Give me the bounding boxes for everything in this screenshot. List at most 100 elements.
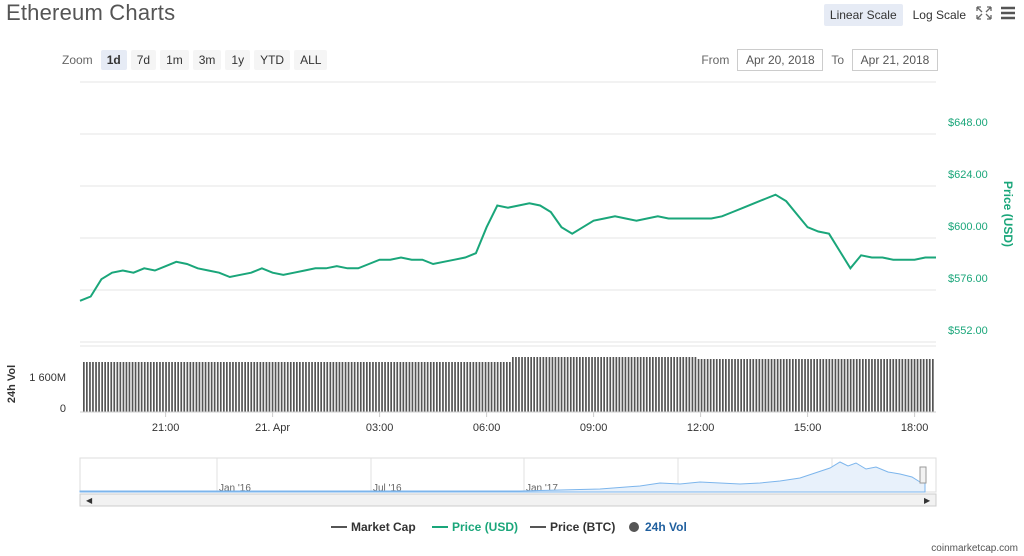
volume-bar <box>186 362 189 412</box>
zoom-1m-button[interactable]: 1m <box>160 50 189 70</box>
zoom-3m-button[interactable]: 3m <box>192 50 222 70</box>
legend-item-market-cap[interactable]: Market Cap <box>331 520 416 534</box>
volume-bar <box>694 357 697 412</box>
volume-bar <box>162 362 164 412</box>
volume-bar <box>265 362 268 412</box>
volume-bar <box>615 357 618 412</box>
volume-bar <box>180 362 183 412</box>
volume-bar <box>83 362 85 412</box>
price-tick-label: $600.00 <box>948 221 988 233</box>
scroll-right-icon[interactable]: ▶ <box>924 496 931 505</box>
volume-bar <box>606 357 609 412</box>
source-credit[interactable]: coinmarketcap.com <box>931 543 1018 554</box>
volume-bar <box>819 359 822 412</box>
volume-bar <box>855 359 858 412</box>
menu-icon[interactable] <box>1000 6 1016 25</box>
volume-bar <box>709 359 712 412</box>
volume-bar <box>764 359 767 412</box>
volume-bar <box>767 359 770 412</box>
volume-bar <box>499 362 502 412</box>
volume-bar <box>609 357 612 412</box>
top-icons <box>976 6 1016 25</box>
volume-bar <box>204 362 207 412</box>
volume-bar <box>761 359 764 412</box>
volume-bar <box>332 362 335 412</box>
volume-bar <box>667 357 669 412</box>
volume-bar <box>311 362 313 412</box>
volume-bar <box>140 362 143 412</box>
volume-bar <box>472 362 475 412</box>
volume-bars <box>80 345 936 413</box>
linear-scale-button[interactable]: Linear Scale <box>823 4 903 26</box>
zoom-1y-button[interactable]: 1y <box>225 50 251 70</box>
volume-bar <box>241 362 243 412</box>
volume-bar <box>302 362 304 412</box>
volume-bar <box>344 362 347 412</box>
volume-bar <box>560 357 563 412</box>
volume-bar <box>722 359 724 412</box>
time-tick-label: 15:00 <box>794 422 822 434</box>
volume-bar <box>165 362 167 412</box>
volume-bar <box>664 357 666 412</box>
volume-bar <box>795 359 797 412</box>
volume-bar <box>919 359 922 412</box>
volume-bar <box>113 362 116 412</box>
zoom-ytd-button[interactable]: YTD <box>254 50 291 70</box>
volume-bar <box>703 359 706 412</box>
time-tick-label: 21. Apr <box>255 422 290 434</box>
volume-bar <box>89 362 91 412</box>
log-scale-button[interactable]: Log Scale <box>912 8 966 22</box>
to-date-input[interactable]: Apr 21, 2018 <box>852 49 938 71</box>
volume-bar <box>375 362 377 412</box>
volume-bar <box>168 362 170 412</box>
scroll-left-icon[interactable]: ◀ <box>86 496 93 505</box>
legend-item-price-usd[interactable]: Price (USD) <box>432 520 518 534</box>
volume-bar <box>119 362 122 412</box>
chart-svg[interactable]: $552.00 $576.00 $600.00 $624.00 $648.00 Pric… <box>0 0 1024 540</box>
volume-bar <box>159 362 161 412</box>
volume-bar <box>283 362 286 412</box>
volume-bar <box>758 359 761 412</box>
fullscreen-icon[interactable] <box>976 6 992 25</box>
from-date-input[interactable]: Apr 20, 2018 <box>737 49 824 71</box>
volume-bar <box>825 359 828 412</box>
price-tick-label: $648.00 <box>948 117 988 129</box>
volume-bar <box>487 362 490 412</box>
volume-bar <box>238 362 240 412</box>
volume-bar <box>886 359 888 412</box>
volume-bar <box>536 357 539 412</box>
navigator-area <box>79 461 926 493</box>
volume-bar <box>226 362 228 412</box>
volume-bar <box>362 362 365 412</box>
legend-item-24h-vol[interactable]: 24h Vol <box>629 520 687 534</box>
volume-bar <box>207 362 210 412</box>
zoom-7d-button[interactable]: 7d <box>130 50 157 70</box>
navigator-handle[interactable] <box>919 466 927 484</box>
volume-bar <box>274 362 277 412</box>
time-axis: 21:00 21. Apr 03:00 06:00 09:00 12:00 15:00 18:… <box>152 412 928 434</box>
zoom-1d-button[interactable]: 1d <box>100 50 127 70</box>
time-tick-label: 03:00 <box>366 422 394 434</box>
time-tick-label: 09:00 <box>580 422 608 434</box>
zoom-all-button[interactable]: ALL <box>294 50 328 70</box>
volume-bar <box>481 362 484 412</box>
volume-bar <box>189 362 192 412</box>
volume-bar <box>457 362 459 412</box>
volume-bar <box>828 359 831 412</box>
volume-bar <box>895 359 898 412</box>
navigator-scrollbar[interactable] <box>79 493 937 507</box>
volume-bar <box>898 359 901 412</box>
volume-bar <box>645 357 648 412</box>
legend-label-market-cap: Market Cap <box>351 520 416 534</box>
volume-bar <box>429 362 432 412</box>
volume-bar <box>862 359 864 412</box>
volume-bar <box>883 359 885 412</box>
volume-bar <box>478 362 481 412</box>
volume-bar <box>636 357 639 412</box>
volume-bar <box>378 362 380 412</box>
legend-item-price-btc[interactable]: Price (BTC) <box>530 520 615 534</box>
volume-bar <box>575 357 578 412</box>
volume-bar <box>417 362 420 412</box>
volume-bar <box>652 357 654 412</box>
